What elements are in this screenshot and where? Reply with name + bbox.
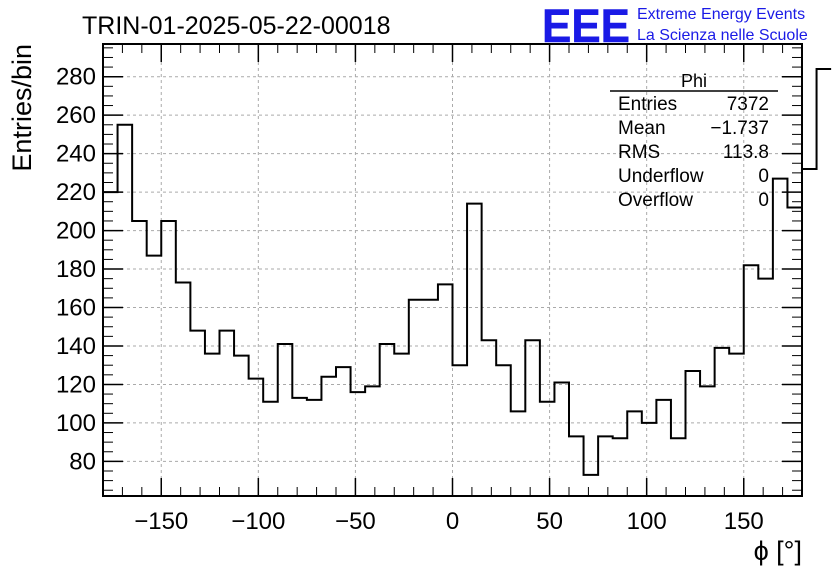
- y-tick-label: 200: [56, 218, 96, 245]
- stats-rows: Entries 7372 Mean −1.737 RMS 113.8 Underflow 0 O…: [618, 94, 769, 211]
- logo-line-2: La Scienza nelle Scuole: [637, 27, 808, 44]
- axis-ticks: [103, 44, 803, 496]
- eee-logo: EEE Extreme Energy Events La Scienza nel…: [542, 0, 808, 52]
- stats-row-value: 113.8: [723, 142, 769, 163]
- y-tick-label: 220: [56, 179, 96, 206]
- stats-title: Phi: [681, 71, 707, 91]
- stats-row-label: Overflow: [618, 190, 693, 211]
- x-tick-label: 0: [446, 508, 459, 535]
- stats-row-value: 0: [758, 190, 769, 211]
- stats-box: Phi Entries 7372 Mean −1.737 RMS 113.8 Underfl…: [610, 71, 778, 211]
- y-tick-label: 120: [56, 371, 96, 398]
- stats-row-value: 7372: [727, 94, 769, 115]
- x-tick-label: 50: [536, 508, 563, 535]
- x-axis-label: ϕ [°]: [754, 536, 802, 566]
- y-tick-label: 260: [56, 102, 96, 129]
- x-tick-label: 100: [627, 508, 667, 535]
- x-tick-label: −50: [335, 508, 376, 535]
- y-tick-label: 140: [56, 333, 96, 360]
- y-axis-label: Entries/bin: [7, 44, 37, 172]
- grid-lines: [103, 44, 802, 496]
- histogram-outline: [103, 68, 832, 476]
- stats-row-label: Entries: [618, 94, 677, 115]
- y-tick-label: 240: [56, 141, 96, 168]
- y-tick-label: 100: [56, 410, 96, 437]
- y-tick-label: 180: [56, 256, 96, 283]
- chart-title: TRIN-01-2025-05-22-00018: [82, 12, 391, 40]
- logo-line-1: Extreme Energy Events: [637, 6, 805, 23]
- logo-mark: EEE: [542, 0, 630, 52]
- x-tick-label: 150: [724, 508, 764, 535]
- y-tick-label: 160: [56, 295, 96, 322]
- x-tick-labels: −150 −100 −50 0 50 100 150: [134, 508, 764, 535]
- x-tick-label: −150: [134, 508, 188, 535]
- y-tick-label: 80: [69, 448, 96, 475]
- y-tick-labels: 80 100 120 140 160 180 200 220 240 260 280: [56, 64, 96, 476]
- stats-row-label: Mean: [618, 118, 666, 139]
- x-tick-label: −100: [231, 508, 285, 535]
- y-tick-label: 280: [56, 64, 96, 91]
- stats-row-label: Underflow: [618, 166, 704, 187]
- stats-row-value: −1.737: [710, 118, 769, 139]
- stats-row-value: 0: [758, 166, 769, 187]
- stats-row-label: RMS: [618, 142, 660, 163]
